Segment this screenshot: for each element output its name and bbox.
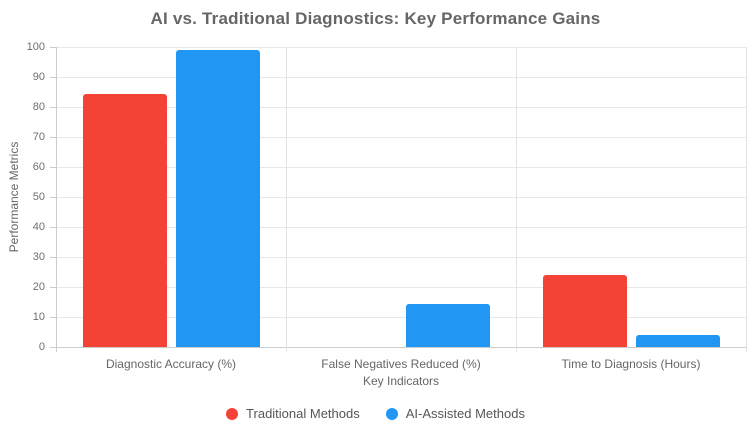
- gridline: [56, 287, 746, 288]
- bar-ai-2[interactable]: [635, 335, 720, 347]
- gridline: [56, 77, 746, 78]
- y-axis-tick: [50, 107, 56, 108]
- chart-title: AI vs. Traditional Diagnostics: Key Perf…: [150, 9, 601, 28]
- y-axis-tick: [50, 317, 56, 318]
- y-tick-label: 80: [32, 101, 45, 113]
- bar-traditional-0[interactable]: [82, 93, 167, 347]
- chart-legend: Traditional Methods AI-Assisted Methods: [0, 406, 751, 421]
- y-tick-label: 20: [32, 281, 45, 293]
- y-axis-tick: [50, 257, 56, 258]
- y-tick-label: 40: [32, 221, 45, 233]
- x-axis-title: Key Indicators: [362, 374, 440, 388]
- gridline: [56, 107, 746, 108]
- x-axis-line: [56, 347, 746, 348]
- category-boundary-line: [286, 47, 287, 352]
- y-axis-title: Performance Metrics: [7, 141, 21, 253]
- y-tick-label: 100: [26, 41, 45, 53]
- gridline: [56, 257, 746, 258]
- x-category-label: Diagnostic Accuracy (%): [105, 357, 237, 371]
- x-category-label: False Negatives Reduced (%): [321, 357, 481, 371]
- legend-marker-icon: [226, 407, 239, 420]
- bar-ai-1[interactable]: [405, 304, 490, 347]
- gridline: [56, 197, 746, 198]
- bar-traditional-2[interactable]: [542, 275, 627, 347]
- gridline: [56, 167, 746, 168]
- legend-marker-icon: [385, 407, 398, 420]
- y-axis-line: [56, 47, 57, 352]
- legend-label: Traditional Methods: [246, 406, 360, 421]
- legend-item-traditional[interactable]: Traditional Methods: [226, 406, 360, 421]
- y-axis-tick: [50, 347, 56, 348]
- y-axis-tick: [50, 167, 56, 168]
- y-axis-tick: [50, 227, 56, 228]
- y-tick-label: 10: [32, 311, 45, 323]
- bar-ai-0[interactable]: [175, 50, 260, 347]
- y-axis-tick: [50, 47, 56, 48]
- gridline: [56, 227, 746, 228]
- gridline: [56, 317, 746, 318]
- gridline: [56, 137, 746, 138]
- y-tick-label: 50: [32, 191, 45, 203]
- y-tick-label: 90: [32, 71, 45, 83]
- y-tick-label: 70: [32, 131, 45, 143]
- category-boundary-line: [746, 47, 747, 352]
- legend-item-ai[interactable]: AI-Assisted Methods: [385, 406, 525, 421]
- y-tick-label: 0: [38, 341, 45, 353]
- x-category-label: Time to Diagnosis (Hours): [561, 357, 701, 371]
- y-axis-tick: [50, 137, 56, 138]
- gridline: [56, 47, 746, 48]
- y-axis-tick: [50, 197, 56, 198]
- y-axis-tick: [50, 77, 56, 78]
- legend-label: AI-Assisted Methods: [405, 406, 525, 421]
- y-tick-label: 30: [32, 251, 45, 263]
- y-tick-label: 60: [32, 161, 45, 173]
- y-axis-tick: [50, 287, 56, 288]
- category-boundary-line: [516, 47, 517, 352]
